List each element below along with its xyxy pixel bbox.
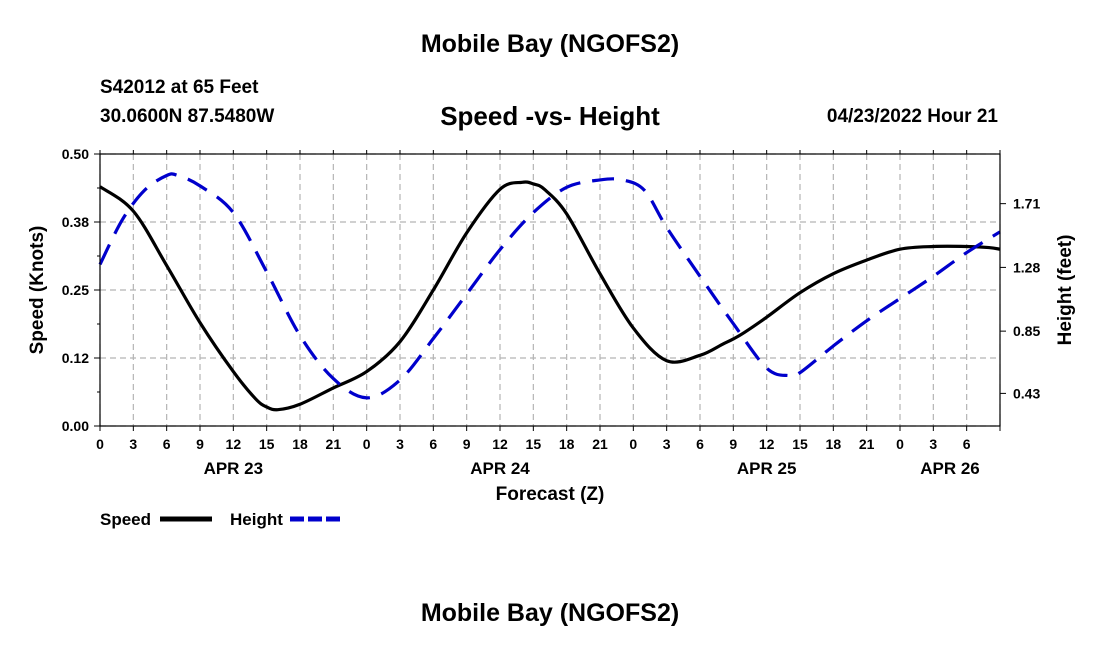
speed-series-line xyxy=(99,180,1001,412)
station-coordinates: 30.0600N 87.5480W xyxy=(100,106,275,127)
y2-tick-label: 0.43 xyxy=(1013,385,1040,401)
height-series-line xyxy=(98,172,1001,400)
x-tick-label: 6 xyxy=(163,436,171,452)
legend-speed-label: Speed xyxy=(100,510,151,529)
date-label: APR 26 xyxy=(920,459,980,478)
x-tick-label: 15 xyxy=(526,436,542,452)
y2-axis-title: Height (feet) xyxy=(1055,235,1076,346)
x-tick-label: 18 xyxy=(292,436,308,452)
x-tick-label: 6 xyxy=(429,436,437,452)
x-tick-label: 3 xyxy=(396,436,404,452)
x-tick-label: 18 xyxy=(559,436,575,452)
x-tick-label: 18 xyxy=(826,436,842,452)
x-axis-title: Forecast (Z) xyxy=(496,484,605,505)
series-lines xyxy=(98,172,1001,412)
date-label: APR 23 xyxy=(204,459,264,478)
legend-height-label: Height xyxy=(230,510,283,529)
axis-ticks xyxy=(94,150,1006,431)
y-tick-label: 0.25 xyxy=(62,282,89,298)
y-tick-label: 0.00 xyxy=(62,418,89,434)
footer-title: Mobile Bay (NGOFS2) xyxy=(420,599,680,627)
x-tick-label: 12 xyxy=(759,436,775,452)
x-tick-label: 0 xyxy=(629,436,637,452)
x-tick-label: 3 xyxy=(663,436,671,452)
date-label: APR 25 xyxy=(737,459,797,478)
x-tick-label: 9 xyxy=(729,436,737,452)
x-tick-label: 9 xyxy=(463,436,471,452)
y-tick-label: 0.12 xyxy=(62,350,89,366)
x-tick-label: 21 xyxy=(326,436,342,452)
x-tick-label: 3 xyxy=(929,436,937,452)
axis-labels: 0 3 6 9 12 15 18 21 0 3 6 9 12 15 18 21 0 3 6 9 12 15 18 21 0 3 6 0… xyxy=(27,146,1076,505)
date-label: APR 24 xyxy=(470,459,530,478)
x-tick-label: 0 xyxy=(363,436,371,452)
y-tick-label: 0.38 xyxy=(62,214,89,230)
y2-tick-label: 1.71 xyxy=(1013,196,1040,212)
x-tick-label: 6 xyxy=(963,436,971,452)
forecast-datetime: 04/23/2022 Hour 21 xyxy=(826,106,998,127)
chart-main-title: Mobile Bay (NGOFS2) xyxy=(420,30,680,58)
y2-tick-label: 0.85 xyxy=(1013,323,1040,339)
x-tick-label: 6 xyxy=(696,436,704,452)
x-tick-label: 15 xyxy=(792,436,808,452)
x-tick-label: 21 xyxy=(859,436,875,452)
x-tick-label: 15 xyxy=(259,436,275,452)
x-tick-label: 9 xyxy=(196,436,204,452)
x-tick-label: 0 xyxy=(896,436,904,452)
x-tick-label: 0 xyxy=(96,436,104,452)
x-tick-label: 21 xyxy=(592,436,608,452)
y-tick-label: 0.50 xyxy=(62,146,89,162)
station-label: S42012 at 65 Feet xyxy=(100,77,259,98)
chart-subtitle: Speed -vs- Height xyxy=(440,101,660,131)
x-tick-label: 12 xyxy=(492,436,508,452)
x-tick-label: 3 xyxy=(129,436,137,452)
x-tick-label: 12 xyxy=(226,436,242,452)
y-axis-title: Speed (Knots) xyxy=(27,226,48,355)
y2-tick-label: 1.28 xyxy=(1013,259,1040,275)
legend: Speed Height xyxy=(100,510,342,529)
